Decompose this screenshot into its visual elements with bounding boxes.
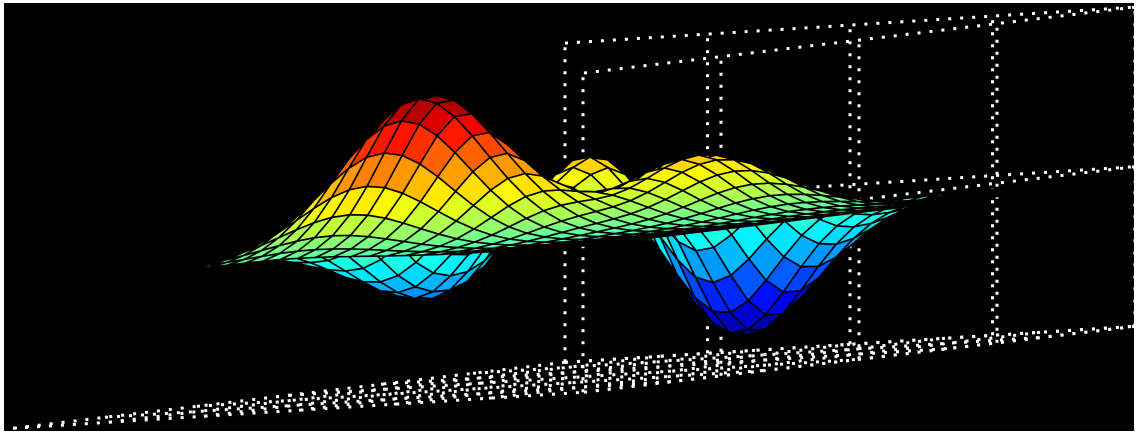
- surface-mesh: [12, 94, 1134, 336]
- floor-grid-line: [297, 342, 851, 412]
- floor-grid-line: [392, 336, 946, 406]
- surface-patch: [12, 278, 49, 283]
- floor-grid-line: [380, 346, 952, 386]
- wall-grid-line: [582, 324, 1134, 394]
- plot-frame: [4, 3, 1134, 431]
- floor-grid-line: [472, 335, 1044, 375]
- wall-grid-line: [582, 5, 1134, 75]
- floor-grid-line: [104, 379, 676, 419]
- floor-grid-line: [202, 348, 756, 418]
- floor-grid-line: [107, 354, 661, 424]
- wall-grid-line: [564, 5, 1134, 45]
- floor-grid-line: [487, 330, 1041, 400]
- surface-plot: [12, 5, 1134, 430]
